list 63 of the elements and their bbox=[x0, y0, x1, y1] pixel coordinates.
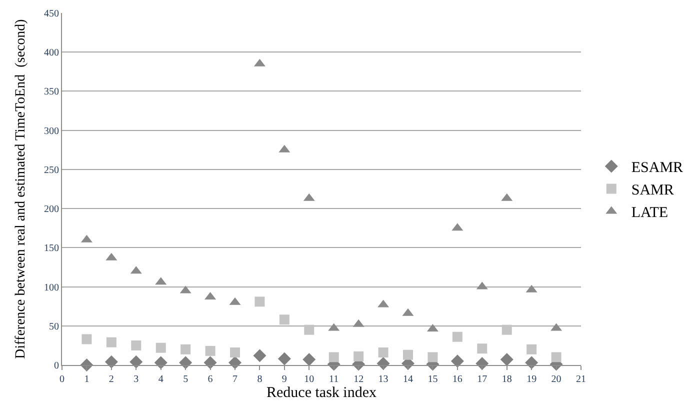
point bbox=[500, 353, 514, 366]
point bbox=[82, 334, 92, 344]
x-tick-label: 7 bbox=[232, 374, 238, 385]
point bbox=[106, 337, 116, 348]
point bbox=[450, 354, 464, 368]
x-tick-label: 10 bbox=[304, 374, 314, 385]
x-tick-label: 15 bbox=[428, 374, 438, 385]
y-tick-label: 50 bbox=[49, 321, 59, 332]
x-tick-label: 18 bbox=[502, 374, 512, 385]
x-tick-label: 6 bbox=[208, 374, 213, 385]
y-tick-label: 150 bbox=[44, 243, 59, 254]
point bbox=[205, 346, 216, 356]
legend-label: LATE bbox=[631, 205, 668, 222]
point bbox=[230, 347, 240, 358]
x-axis-title: Reduce task index bbox=[266, 385, 377, 401]
x-tick-label: 9 bbox=[282, 374, 287, 385]
point bbox=[502, 324, 512, 335]
x-tick-label: 19 bbox=[526, 374, 537, 385]
y-tick-label: 0 bbox=[54, 360, 59, 372]
x-tick-label: 11 bbox=[329, 374, 339, 385]
point bbox=[551, 352, 562, 362]
point bbox=[156, 342, 166, 353]
point bbox=[130, 355, 143, 368]
point bbox=[104, 355, 118, 368]
y-tick-label: 300 bbox=[44, 126, 59, 137]
point bbox=[526, 344, 537, 354]
y-tick-label: 450 bbox=[44, 8, 59, 20]
x-tick-label: 12 bbox=[354, 374, 364, 385]
x-tick-label: 20 bbox=[551, 374, 562, 385]
y-tick-label: 350 bbox=[44, 86, 59, 98]
x-tick-label: 4 bbox=[158, 374, 164, 385]
x-tick-label: 2 bbox=[108, 374, 114, 385]
point bbox=[278, 352, 291, 366]
point bbox=[304, 324, 314, 335]
x-tick-label: 3 bbox=[134, 374, 139, 385]
point bbox=[428, 352, 438, 362]
x-tick-label: 8 bbox=[257, 374, 262, 385]
y-tick-label: 250 bbox=[44, 164, 59, 176]
x-tick-label: 21 bbox=[576, 374, 586, 385]
y-tick-label: 400 bbox=[44, 48, 59, 59]
point bbox=[328, 352, 339, 362]
point bbox=[403, 350, 413, 360]
point bbox=[477, 344, 488, 354]
y-tick-label: 100 bbox=[44, 282, 59, 294]
x-tick-label: 17 bbox=[477, 374, 488, 385]
point bbox=[180, 344, 191, 354]
x-tick-label: 5 bbox=[183, 374, 188, 385]
x-tick-label: 16 bbox=[452, 374, 462, 385]
x-tick-label: 14 bbox=[403, 374, 413, 385]
point bbox=[378, 347, 388, 358]
point bbox=[452, 332, 462, 342]
x-tick-label: 13 bbox=[378, 374, 388, 385]
y-axis-title: Difference between real and estimated TimeToEnd (second) bbox=[14, 18, 29, 359]
point bbox=[131, 340, 142, 350]
legend-label: SAMR bbox=[631, 182, 674, 199]
point bbox=[254, 296, 265, 307]
legend-label: ESAMR bbox=[631, 160, 684, 176]
y-tick-label: 200 bbox=[44, 204, 59, 216]
point bbox=[253, 349, 266, 362]
x-tick-label: 1 bbox=[84, 374, 90, 385]
point bbox=[302, 353, 316, 366]
point bbox=[354, 351, 364, 362]
point bbox=[279, 314, 290, 325]
